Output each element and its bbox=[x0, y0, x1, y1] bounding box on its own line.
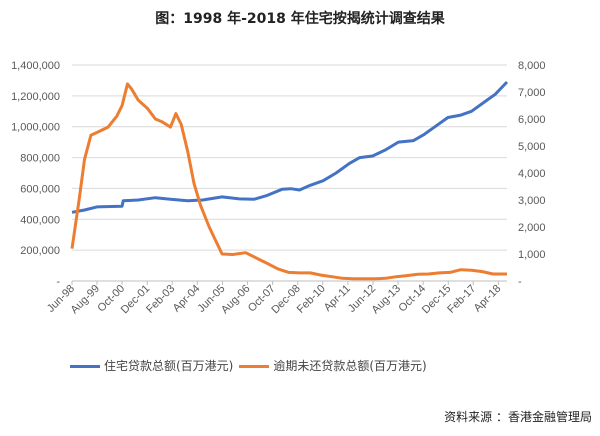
y-right-tick-label: 3,000 bbox=[518, 195, 546, 207]
y-left-tick-label: 1,200,000 bbox=[11, 91, 60, 103]
y-right-tick-label: 7,000 bbox=[518, 87, 546, 99]
y-right-tick-label: 4,000 bbox=[518, 168, 546, 180]
x-tick-label: Feb-17 bbox=[445, 283, 478, 316]
legend-swatch-blue bbox=[70, 365, 100, 368]
series-line-housing-loans bbox=[71, 80, 509, 214]
y-left-tick-label: 1,000,000 bbox=[11, 122, 60, 134]
chart-title: 图：1998 年-2018 年住宅按揭统计调查结果 bbox=[155, 11, 445, 27]
legend-label: 住宅贷款总额(百万港元) bbox=[104, 359, 234, 373]
y-left-tick-label: - bbox=[56, 276, 60, 288]
legend: 住宅贷款总额(百万港元) 逾期未还贷款总额(百万港元) bbox=[70, 357, 427, 374]
x-tick-label: Feb-03 bbox=[144, 283, 177, 316]
y-right-tick-label: 8,000 bbox=[518, 60, 546, 72]
legend-swatch-orange bbox=[239, 365, 270, 368]
legend-label: 逾期未还贷款总额(百万港元) bbox=[273, 359, 427, 373]
series-line-overdue-loans bbox=[70, 82, 507, 281]
y-right-tick-label: - bbox=[518, 276, 522, 288]
y-left-tick-label: 200,000 bbox=[20, 245, 60, 257]
y-right-tick-label: 2,000 bbox=[518, 222, 546, 234]
x-tick-label: Feb-10 bbox=[295, 283, 328, 316]
y-left-tick-label: 800,000 bbox=[20, 153, 60, 165]
y-right-tick-label: 5,000 bbox=[518, 141, 546, 153]
y-left-tick-label: 400,000 bbox=[20, 214, 60, 226]
legend-item-overdue: 逾期未还贷款总额(百万港元) bbox=[239, 357, 427, 374]
source-note: 资料来源 ：香港金融管理局 bbox=[444, 410, 592, 424]
x-tick-label: Apr-18 bbox=[472, 283, 504, 315]
y-left-tick-label: 1,400,000 bbox=[11, 60, 60, 72]
line-chart: - 200,000 400,000 600,000 800,000 1,000,000 1,… bbox=[11, 60, 546, 316]
legend-item-loans: 住宅贷款总额(百万港元) bbox=[70, 357, 233, 374]
y-right-tick-label: 1,000 bbox=[518, 249, 546, 261]
y-right-tick-label: 6,000 bbox=[518, 114, 546, 126]
y-left-tick-label: 600,000 bbox=[20, 183, 60, 195]
